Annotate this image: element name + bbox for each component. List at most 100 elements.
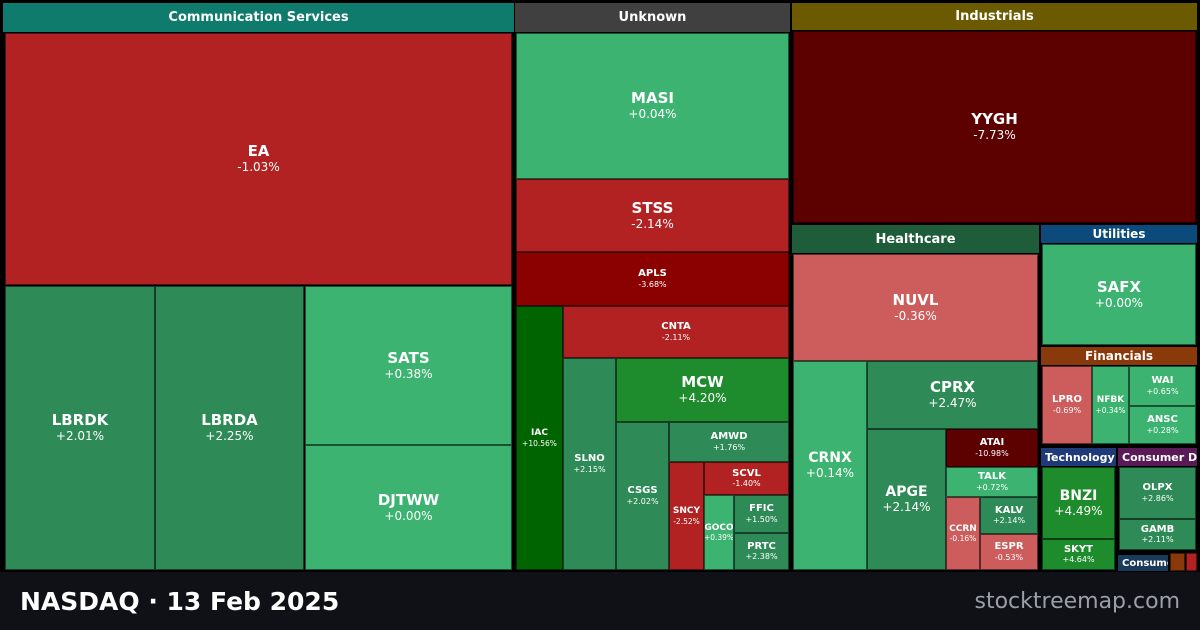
sector-header-consumer-staples: Consumer Staples: [1118, 555, 1168, 571]
stock-tile-prtc[interactable]: PRTC +2.38%: [734, 533, 789, 570]
stock-tile-lbrda[interactable]: LBRDA +2.25%: [155, 286, 304, 570]
stock-symbol: CRNX: [808, 450, 852, 467]
stock-tile-skyt[interactable]: SKYT +4.64%: [1042, 539, 1115, 570]
stock-tile-yygh[interactable]: YYGH -7.73%: [793, 31, 1196, 223]
stock-symbol: SATS: [387, 348, 430, 367]
stock-symbol: CSGS: [627, 485, 658, 497]
stock-symbol: MASI: [631, 89, 674, 108]
stock-change: +0.38%: [384, 366, 433, 381]
stock-tile-cprx[interactable]: CPRX +2.47%: [867, 361, 1038, 429]
stock-change: +0.72%: [975, 482, 1009, 492]
stock-tile-espr[interactable]: ESPR -0.53%: [980, 534, 1038, 570]
stock-tile-lpro[interactable]: LPRO -0.69%: [1042, 366, 1092, 444]
stock-change: +4.49%: [1054, 503, 1103, 518]
stock-change: +1.50%: [745, 514, 778, 524]
stock-tile-ffic[interactable]: FFIC +1.50%: [734, 495, 789, 533]
stock-change: +0.14%: [805, 466, 855, 481]
stock-tile-safx[interactable]: SAFX +0.00%: [1042, 244, 1196, 345]
stock-change: -10.98%: [975, 448, 1009, 458]
stock-symbol: ATAI: [979, 437, 1005, 449]
stock-change: +2.15%: [573, 464, 606, 474]
stock-tile-gamb[interactable]: GAMB +2.11%: [1119, 519, 1196, 550]
stock-tile-wai[interactable]: WAI +0.65%: [1129, 366, 1196, 406]
stock-symbol: CPRX: [929, 378, 976, 397]
stock-tile-slno[interactable]: SLNO +2.15%: [563, 358, 616, 570]
stock-tile-apls[interactable]: APLS -3.68%: [516, 252, 789, 306]
stock-tile-goco[interactable]: GOCO +0.39%: [704, 495, 734, 570]
stock-tile-nfbk[interactable]: NFBK +0.34%: [1092, 366, 1129, 444]
stock-symbol: ANSC: [1147, 414, 1178, 426]
stock-change: -2.14%: [631, 216, 674, 231]
stock-change: +2.11%: [1141, 535, 1174, 545]
stock-tile-ccrn[interactable]: CCRN -0.16%: [946, 497, 980, 570]
stock-symbol: GOCO: [704, 522, 734, 533]
stock-change: +1.76%: [712, 442, 746, 452]
stock-change: -1.03%: [237, 160, 280, 175]
stock-tile-unlabeled[interactable]: [1186, 553, 1197, 571]
stock-symbol: OLPX: [1142, 482, 1173, 494]
stock-change: -3.68%: [638, 279, 667, 289]
stock-change: +4.20%: [678, 391, 727, 406]
stock-tile-ansc[interactable]: ANSC +0.28%: [1129, 406, 1196, 444]
stock-tile-csgs[interactable]: CSGS +2.02%: [616, 422, 669, 570]
stock-symbol: WAI: [1151, 375, 1174, 387]
stock-tile-ea[interactable]: EA -1.03%: [5, 33, 512, 285]
treemap: Communication Services EA -1.03% LBRDK +2.01…: [3, 3, 1197, 571]
stock-change: -2.11%: [661, 332, 691, 342]
stock-change: -0.16%: [949, 534, 977, 544]
stock-change: -1.40%: [732, 479, 761, 489]
stock-change: +0.34%: [1095, 405, 1126, 415]
stock-tile-nuvl[interactable]: NUVL -0.36%: [793, 254, 1038, 361]
stock-symbol: NFBK: [1096, 395, 1125, 406]
stock-change: -0.36%: [894, 308, 937, 323]
stock-symbol: KALV: [994, 504, 1024, 516]
stock-tile-olpx[interactable]: OLPX +2.86%: [1119, 467, 1196, 519]
stock-symbol: LBRDK: [51, 411, 109, 430]
stock-change: +2.38%: [745, 552, 778, 562]
brand-link[interactable]: stocktreemap.com: [974, 588, 1181, 614]
stock-change: +2.02%: [626, 496, 659, 506]
stock-change: -2.52%: [673, 516, 700, 526]
stock-change: -0.69%: [1052, 405, 1082, 415]
stock-tile-atai[interactable]: ATAI -10.98%: [946, 429, 1038, 467]
stock-symbol: LPRO: [1052, 394, 1082, 406]
stock-tile-talk[interactable]: TALK +0.72%: [946, 467, 1038, 497]
stock-symbol: BNZI: [1059, 487, 1098, 504]
stock-tile-unlabeled[interactable]: [1170, 553, 1185, 571]
stock-tile-sats[interactable]: SATS +0.38%: [305, 286, 512, 445]
stock-tile-scvl[interactable]: SCVL -1.40%: [704, 462, 789, 495]
stock-tile-crnx[interactable]: CRNX +0.14%: [793, 361, 867, 570]
stock-tile-lbrdk[interactable]: LBRDK +2.01%: [5, 286, 155, 570]
stock-tile-apge[interactable]: APGE +2.14%: [867, 429, 946, 570]
stock-change: +0.28%: [1146, 425, 1179, 435]
stock-change: +0.00%: [384, 508, 433, 523]
stock-symbol: SCVL: [732, 467, 761, 479]
stock-symbol: CCRN: [949, 523, 977, 534]
sector-header-consumer-discretionary: Consumer Discretionary: [1118, 448, 1197, 466]
sector-header-healthcare: Healthcare: [792, 225, 1039, 253]
stock-tile-amwd[interactable]: AMWD +1.76%: [669, 422, 789, 462]
sector-header-technology: Technology: [1041, 448, 1116, 466]
stock-tile-djtww[interactable]: DJTWW +0.00%: [305, 445, 512, 570]
stock-change: +0.39%: [704, 533, 734, 543]
stock-symbol: IAC: [531, 428, 548, 439]
sector-header-industrials: Industrials: [792, 3, 1197, 30]
stock-tile-mcw[interactable]: MCW +4.20%: [616, 358, 789, 422]
stock-change: +2.14%: [992, 516, 1026, 526]
stock-tile-kalv[interactable]: KALV +2.14%: [980, 497, 1038, 534]
stock-symbol: SNCY: [672, 506, 701, 517]
stock-tile-sncy[interactable]: SNCY -2.52%: [669, 462, 704, 570]
stock-change: +2.86%: [1141, 493, 1174, 503]
stock-tile-iac[interactable]: IAC +10.56%: [516, 306, 563, 570]
stock-tile-cnta[interactable]: CNTA -2.11%: [563, 306, 789, 358]
stock-symbol: YYGH: [971, 110, 1018, 129]
sector-header-unknown: Unknown: [515, 3, 790, 32]
stock-symbol: LBRDA: [201, 411, 258, 430]
stock-symbol: SAFX: [1096, 277, 1142, 296]
stock-symbol: FFIC: [749, 503, 774, 515]
stock-symbol: MCW: [681, 373, 724, 392]
stock-tile-masi[interactable]: MASI +0.04%: [516, 33, 789, 179]
stock-change: +10.56%: [522, 438, 557, 448]
stock-tile-stss[interactable]: STSS -2.14%: [516, 179, 789, 252]
stock-tile-bnzi[interactable]: BNZI +4.49%: [1042, 467, 1115, 539]
